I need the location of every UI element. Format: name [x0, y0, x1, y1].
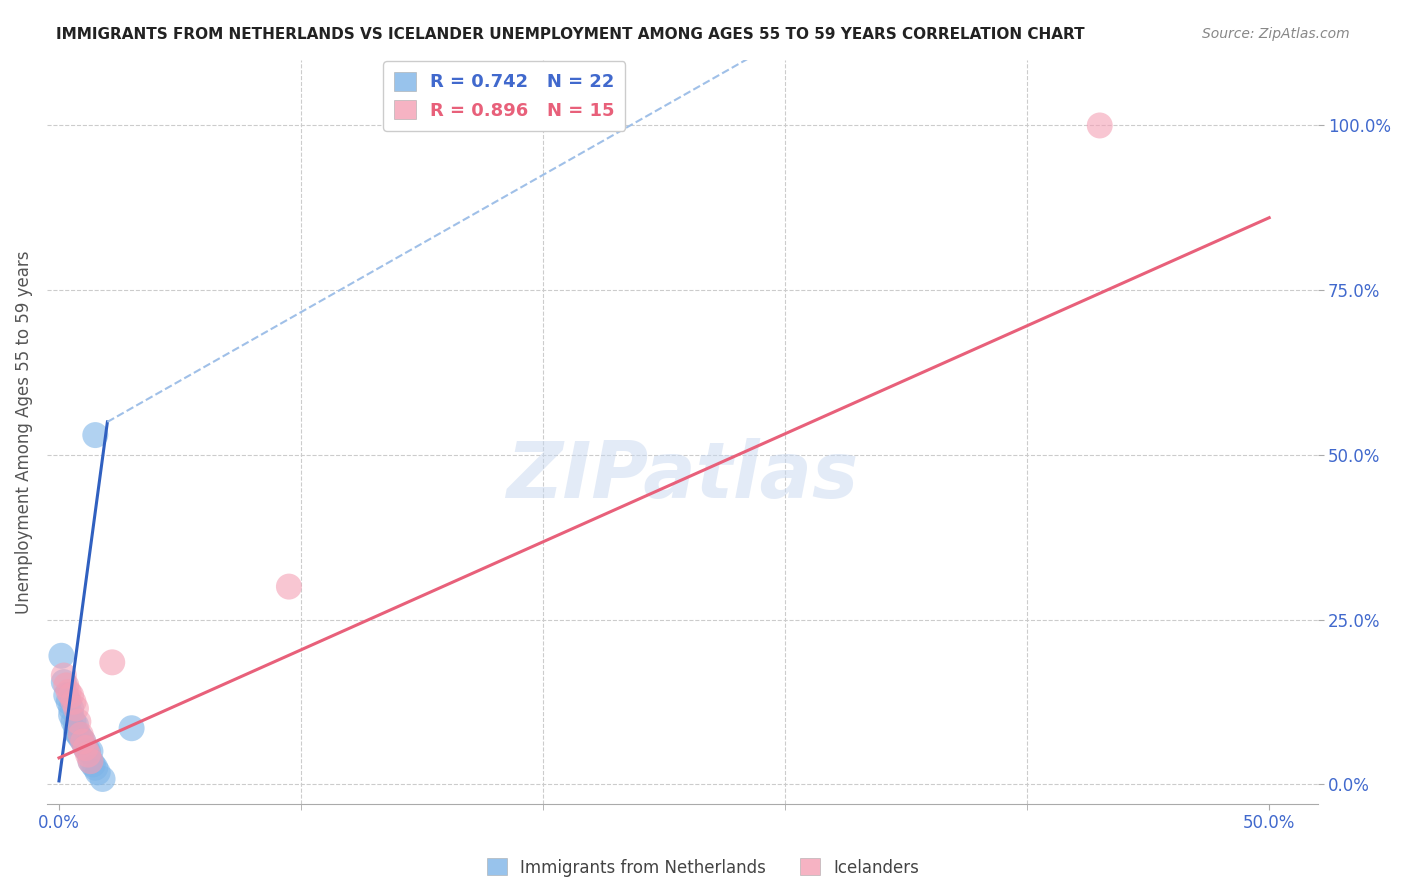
Text: Source: ZipAtlas.com: Source: ZipAtlas.com [1202, 27, 1350, 41]
Text: IMMIGRANTS FROM NETHERLANDS VS ICELANDER UNEMPLOYMENT AMONG AGES 55 TO 59 YEARS : IMMIGRANTS FROM NETHERLANDS VS ICELANDER… [56, 27, 1085, 42]
Point [72, 734, 94, 748]
Point [65, 718, 87, 732]
Point [69, 728, 91, 742]
Point [69, 731, 91, 745]
Point [51, 648, 73, 663]
Point [67, 728, 90, 742]
Point [52, 675, 75, 690]
Point [79, 754, 101, 768]
Point [60, 701, 83, 715]
Legend: Immigrants from Netherlands, Icelanders: Immigrants from Netherlands, Icelanders [481, 852, 925, 883]
Point [65, 724, 87, 739]
Point [82, 757, 104, 772]
Point [84, 761, 107, 775]
Point [101, 656, 124, 670]
Point [1088, 119, 1111, 133]
Point [84, 428, 107, 442]
Point [60, 708, 83, 723]
Point [75, 741, 97, 756]
Point [52, 668, 75, 682]
Point [121, 721, 143, 735]
Point [77, 747, 100, 762]
Point [77, 744, 100, 758]
Point [75, 741, 97, 756]
Point [72, 734, 94, 748]
Legend: R = 0.742   N = 22, R = 0.896   N = 15: R = 0.742 N = 22, R = 0.896 N = 15 [384, 62, 626, 130]
Y-axis label: Unemployment Among Ages 55 to 59 years: Unemployment Among Ages 55 to 59 years [15, 250, 32, 614]
Point [60, 688, 83, 702]
Point [62, 714, 84, 729]
Point [86, 765, 108, 780]
Point [55, 678, 77, 692]
Point [67, 714, 90, 729]
Point [79, 744, 101, 758]
Point [65, 701, 87, 715]
Point [62, 695, 84, 709]
Point [91, 772, 114, 786]
Point [58, 685, 80, 699]
Text: ZIPatlas: ZIPatlas [506, 439, 858, 515]
Point [55, 688, 77, 702]
Point [277, 580, 299, 594]
Point [58, 695, 80, 709]
Point [79, 754, 101, 768]
